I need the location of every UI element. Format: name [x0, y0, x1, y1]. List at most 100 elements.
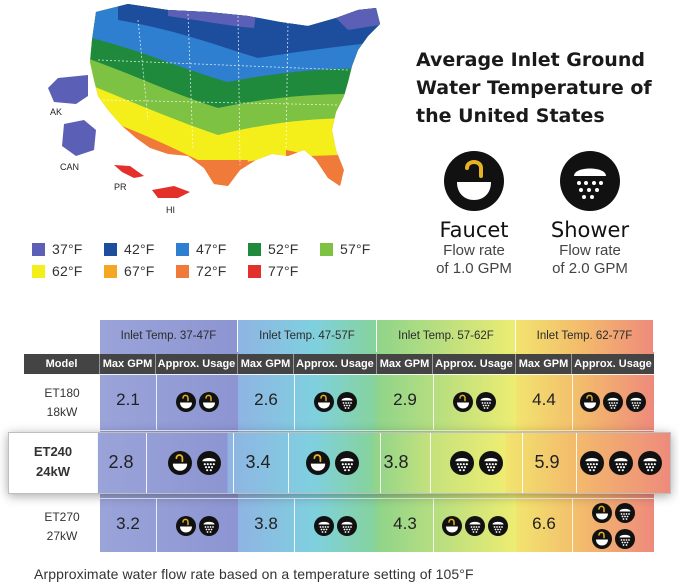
max-gpm-value: 5.9	[534, 452, 560, 472]
legend-label: 57°F	[340, 241, 371, 257]
shower-icon	[464, 516, 485, 536]
shower-flow-line1: Flow rate	[559, 242, 621, 259]
map-label-pr: PR	[114, 182, 127, 192]
legend-swatch	[176, 264, 189, 278]
faucet-icon	[314, 392, 334, 412]
legend-label: 37°F	[52, 241, 83, 257]
shower-icon	[487, 516, 508, 536]
faucet-icon	[305, 451, 330, 475]
faucet-icon	[167, 451, 192, 475]
legend-swatch	[32, 264, 45, 278]
shower-icon	[626, 392, 646, 412]
model-name: ET270	[44, 510, 80, 524]
max-gpm-header: Max GPM	[516, 354, 572, 374]
usage-header: Approx. Usage	[294, 354, 377, 374]
footnote: Arpproximate water flow rate based on a …	[34, 566, 474, 582]
column-divider	[156, 374, 157, 430]
shower-icon	[337, 516, 357, 536]
legend-swatch	[248, 242, 261, 256]
usage-header: Approx. Usage	[574, 358, 652, 370]
legend-row: 37°F 42°F 47°F 52°F 57°F	[32, 238, 402, 260]
column-divider	[97, 433, 98, 493]
legend-swatch	[104, 264, 117, 278]
usage-icons	[576, 437, 666, 489]
shower-label: Shower	[550, 218, 630, 242]
shower-icon	[559, 150, 621, 212]
usage-header: Approx. Usage	[156, 354, 238, 374]
shower-icon	[638, 451, 662, 475]
shower-icon	[609, 451, 633, 475]
usage-icons	[156, 378, 238, 426]
faucet-flow-line2: of 1.0 GPM	[436, 260, 512, 277]
legend-item: 52°F	[248, 241, 320, 257]
usage-icons	[156, 502, 238, 550]
column-divider	[522, 433, 523, 493]
column-divider	[233, 433, 234, 493]
legend-label: 67°F	[124, 263, 155, 279]
column-divider	[294, 498, 295, 554]
faucet-icon	[453, 392, 473, 412]
model-name: ET240	[33, 444, 73, 459]
legend-label: 47°F	[196, 241, 227, 257]
column-divider	[380, 433, 381, 493]
usage-icons	[288, 437, 376, 489]
max-gpm-header: Max GPM	[238, 354, 294, 374]
max-gpm-value: 2.8	[108, 452, 134, 472]
faucet-icon	[175, 516, 196, 536]
chart-title: Average Inlet Ground Water Temperature o…	[416, 49, 652, 127]
band-header: Inlet Temp. 57-62F	[377, 320, 516, 352]
faucet-icon	[443, 150, 505, 212]
column-divider	[576, 433, 577, 493]
usage-icons	[294, 502, 377, 550]
max-gpm-value: 4.3	[393, 514, 417, 533]
legend-swatch	[320, 242, 333, 256]
row-divider	[24, 498, 654, 499]
shower-flow-info: Shower Flow rate of 2.0 GPM	[530, 150, 650, 278]
max-gpm-value: 2.9	[393, 390, 417, 409]
legend-item: 62°F	[32, 263, 104, 279]
highlighted-row-frame	[8, 432, 671, 494]
band-header: Inlet Temp. 47-57F	[238, 320, 377, 352]
model-name: ET180	[44, 386, 80, 400]
column-divider	[294, 374, 295, 430]
legend-item: 67°F	[104, 263, 176, 279]
usage-icons	[587, 502, 639, 550]
faucet-icon	[580, 392, 600, 412]
usage-icons	[572, 378, 654, 426]
table-header-row: Model Max GPM Approx. Usage Max GPM Appr…	[24, 354, 654, 374]
column-divider	[430, 433, 431, 493]
column-divider	[433, 498, 434, 554]
legend-label: 42°F	[124, 241, 155, 257]
legend-swatch	[104, 242, 117, 256]
column-divider	[288, 433, 289, 493]
map-label-hi: HI	[166, 205, 175, 215]
shower-icon	[476, 392, 496, 412]
model-power: 24kW	[36, 464, 70, 479]
legend-item: 37°F	[32, 241, 104, 257]
shower-icon	[196, 451, 221, 475]
faucet-icon	[591, 503, 612, 524]
legend-swatch	[248, 264, 261, 278]
shower-icon	[314, 516, 334, 536]
highlight-model-cell	[9, 433, 97, 493]
legend-item: 72°F	[176, 263, 248, 279]
max-gpm-value: 3.2	[116, 514, 140, 533]
max-gpm-value: 2.1	[116, 390, 140, 409]
legend-label: 72°F	[196, 263, 227, 279]
shower-icon	[614, 528, 635, 549]
row-divider	[24, 374, 654, 375]
shower-icon	[337, 392, 357, 412]
model-power: 27kW	[46, 529, 78, 543]
faucet-icon	[198, 392, 219, 412]
legend-label: 62°F	[52, 263, 83, 279]
legend-swatch	[176, 242, 189, 256]
column-divider	[572, 498, 573, 554]
shower-flow-line2: of 2.0 GPM	[552, 260, 628, 277]
usage-icons	[430, 437, 522, 489]
legend-row: 62°F 67°F 72°F 77°F	[32, 260, 402, 282]
faucet-flow-info: Faucet Flow rate of 1.0 GPM	[414, 150, 534, 278]
column-divider	[156, 498, 157, 554]
usage-icons	[150, 437, 238, 489]
legend-swatch	[32, 242, 45, 256]
usage-header: Approx. Usage	[433, 354, 516, 374]
